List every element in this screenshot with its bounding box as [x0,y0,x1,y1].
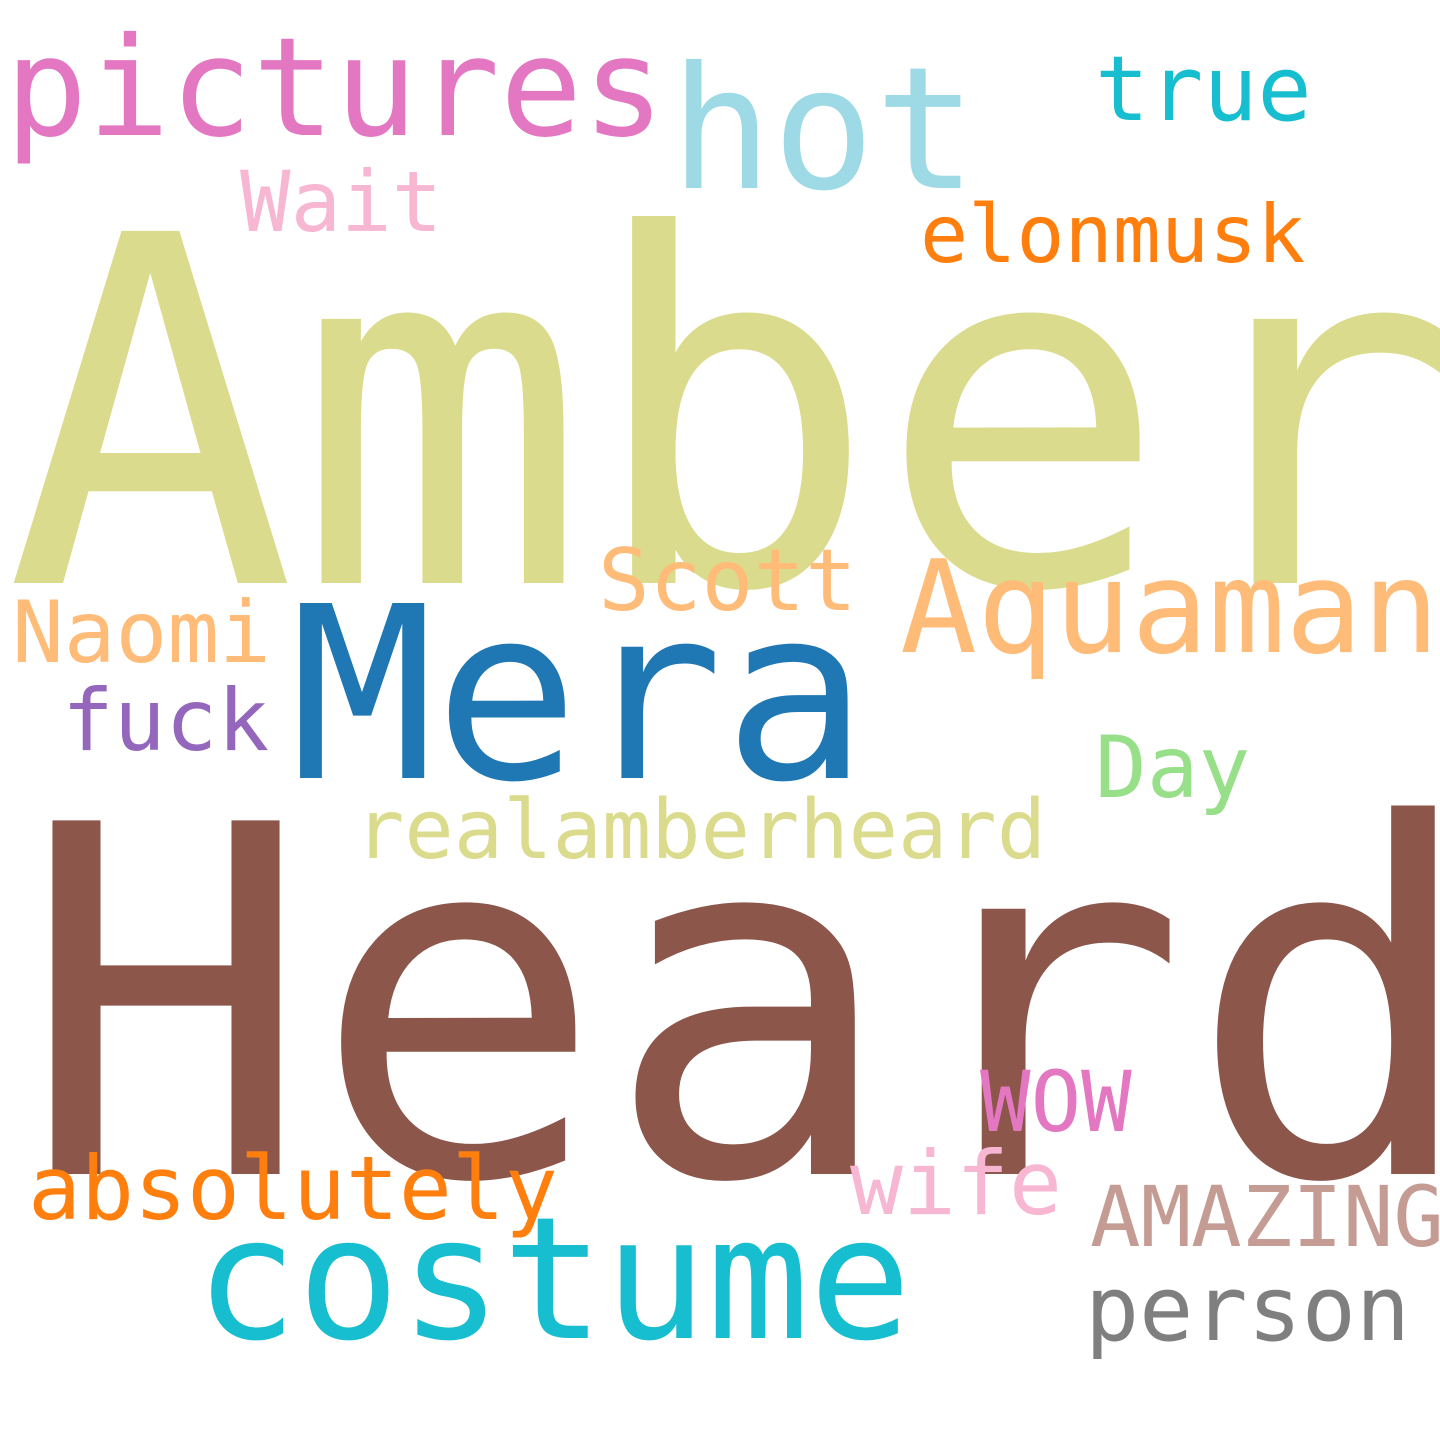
word-aquaman: Aquaman [900,534,1440,683]
word-costume: costume [195,1181,912,1379]
word-wow: WOW [980,1053,1132,1151]
word-elonmusk: elonmusk [920,188,1306,281]
word-naomi: Naomi [12,583,271,683]
word-hot: hot [670,31,978,229]
word-scott: Scott [598,531,857,631]
word-fuck: fuck [62,671,270,771]
word-realamberheard: realamberheard [355,783,1047,878]
word-pictures: pictures [5,9,665,168]
word-amber: Amber [5,135,1440,697]
word-absolutely: absolutely [28,1137,558,1240]
word-amazing: AMAZING [1090,1168,1440,1266]
word-day: Day [1095,718,1251,818]
word-mera: Mera [290,555,868,835]
word-person: person [1085,1257,1411,1362]
word-wait: Wait [240,153,443,251]
word-true: true [1095,37,1312,142]
word-heard: Heard [20,725,1440,1289]
word-wife: wife [850,1132,1062,1235]
